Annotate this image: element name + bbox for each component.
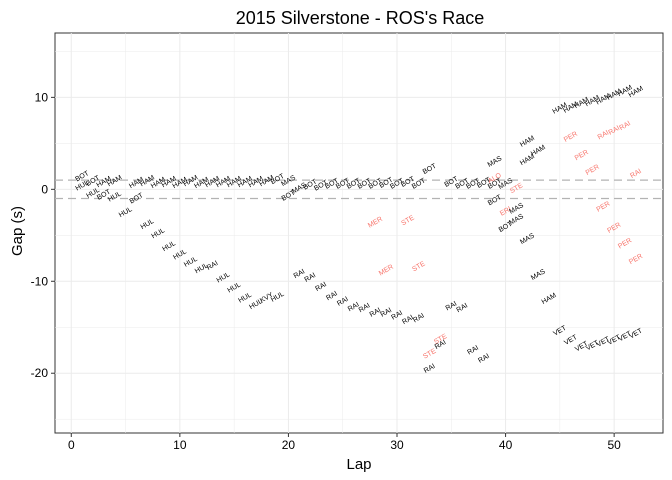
point-label-rai: RAI (477, 353, 491, 365)
point-label-rai: RAI (304, 272, 318, 284)
point-label-rai: RAI (608, 125, 622, 137)
point-label-rai: RAI (369, 307, 383, 319)
y-tick-label: 10 (35, 90, 49, 104)
point-label-rai: RAI (347, 301, 361, 313)
point-label-rai: RAI (412, 312, 426, 324)
point-label-rai: RAI (629, 168, 643, 180)
point-label-rai: RAI (445, 300, 459, 312)
grid-lines (55, 33, 663, 433)
point-label-rai: RAI (336, 296, 350, 308)
x-tick-label: 50 (607, 438, 621, 452)
point-label-rai: RAI (358, 302, 372, 314)
point-label-eri: ERI (499, 206, 513, 218)
x-tick-label: 40 (499, 438, 513, 452)
point-label-rai: RAI (380, 307, 394, 319)
point-label-rai: RAI (206, 260, 220, 272)
x-axis-title: Lap (346, 456, 371, 473)
data-labels: BOTHULBOTHULHAMBOTHAMHULHULHAMBOTHAMHULH… (74, 84, 644, 375)
point-label-rai: RAI (423, 363, 437, 375)
y-tick-label: -10 (31, 274, 49, 288)
x-tick-label: 20 (282, 438, 296, 452)
point-label-rai: RAI (325, 290, 339, 302)
point-label-rai: RAI (434, 339, 448, 351)
point-label-rai: RAI (314, 281, 328, 293)
y-axis: -20 -10 0 10 (31, 90, 55, 380)
point-label-rai: RAI (293, 268, 307, 280)
x-tick-label: 0 (68, 438, 75, 452)
point-label-rai: RAI (466, 345, 480, 357)
reference-lines (55, 179, 663, 200)
chart-title: 2015 Silverstone - ROS's Race (236, 8, 485, 28)
x-tick-label: 30 (390, 438, 404, 452)
y-tick-label: 0 (41, 182, 48, 196)
y-tick-label: -20 (31, 366, 49, 380)
x-tick-label: 10 (173, 438, 187, 452)
y-axis-title: Gap (s) (9, 206, 26, 256)
panel-border (54, 32, 664, 434)
point-label-rai: RAI (456, 302, 470, 314)
point-label-rai: RAI (401, 314, 415, 326)
point-label-rai: RAI (597, 129, 611, 141)
point-label-rai: RAI (390, 310, 404, 322)
plot-panel (54, 32, 664, 434)
point-label-rai: RAI (618, 120, 632, 132)
x-axis: 0 10 20 30 40 50 (68, 433, 621, 452)
